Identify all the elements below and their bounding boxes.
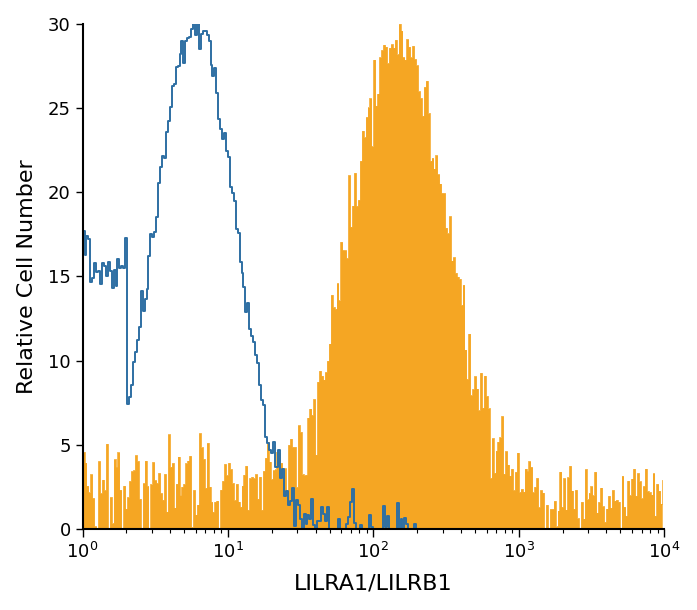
Y-axis label: Relative Cell Number: Relative Cell Number (17, 159, 37, 393)
X-axis label: LILRA1/LILRB1: LILRA1/LILRB1 (294, 573, 452, 594)
